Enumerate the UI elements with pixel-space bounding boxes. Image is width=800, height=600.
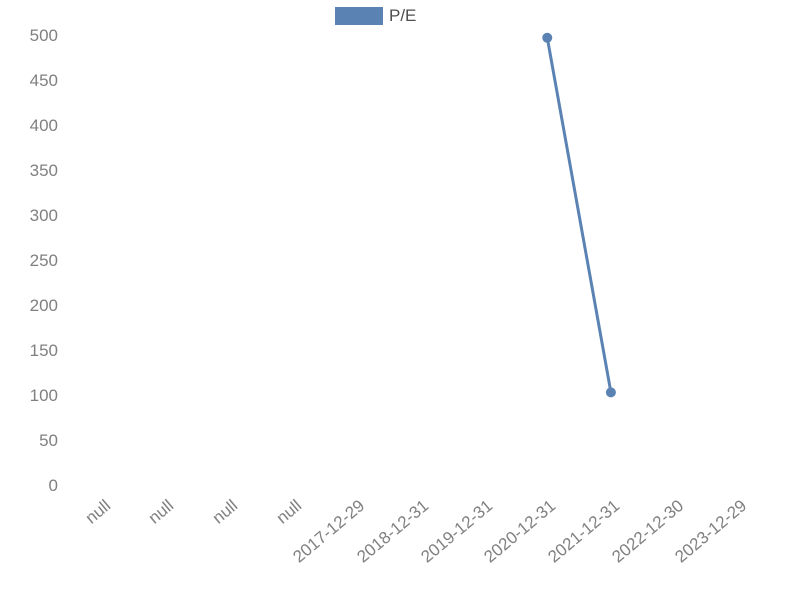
y-tick-label: 50	[0, 431, 58, 451]
y-tick-label: 350	[0, 161, 58, 181]
series-marker	[606, 387, 616, 397]
x-tick-label: null	[82, 496, 115, 528]
y-tick-label: 150	[0, 341, 58, 361]
series-line	[547, 38, 611, 393]
y-tick-label: 300	[0, 206, 58, 226]
series-marker	[542, 33, 552, 43]
y-tick-label: 450	[0, 71, 58, 91]
x-tick-label: null	[145, 496, 178, 528]
y-tick-label: 200	[0, 296, 58, 316]
y-tick-label: 250	[0, 251, 58, 271]
x-tick-label: null	[272, 496, 305, 528]
legend-label-pe: P/E	[389, 6, 416, 26]
legend-swatch-pe	[335, 7, 383, 25]
y-tick-label: 0	[0, 476, 58, 496]
chart-legend: P/E	[335, 6, 416, 26]
y-tick-label: 100	[0, 386, 58, 406]
x-tick-label: null	[209, 496, 242, 528]
y-tick-label: 400	[0, 116, 58, 136]
y-tick-label: 500	[0, 26, 58, 46]
chart-plot-area	[70, 36, 770, 486]
chart-line-layer	[70, 36, 770, 486]
